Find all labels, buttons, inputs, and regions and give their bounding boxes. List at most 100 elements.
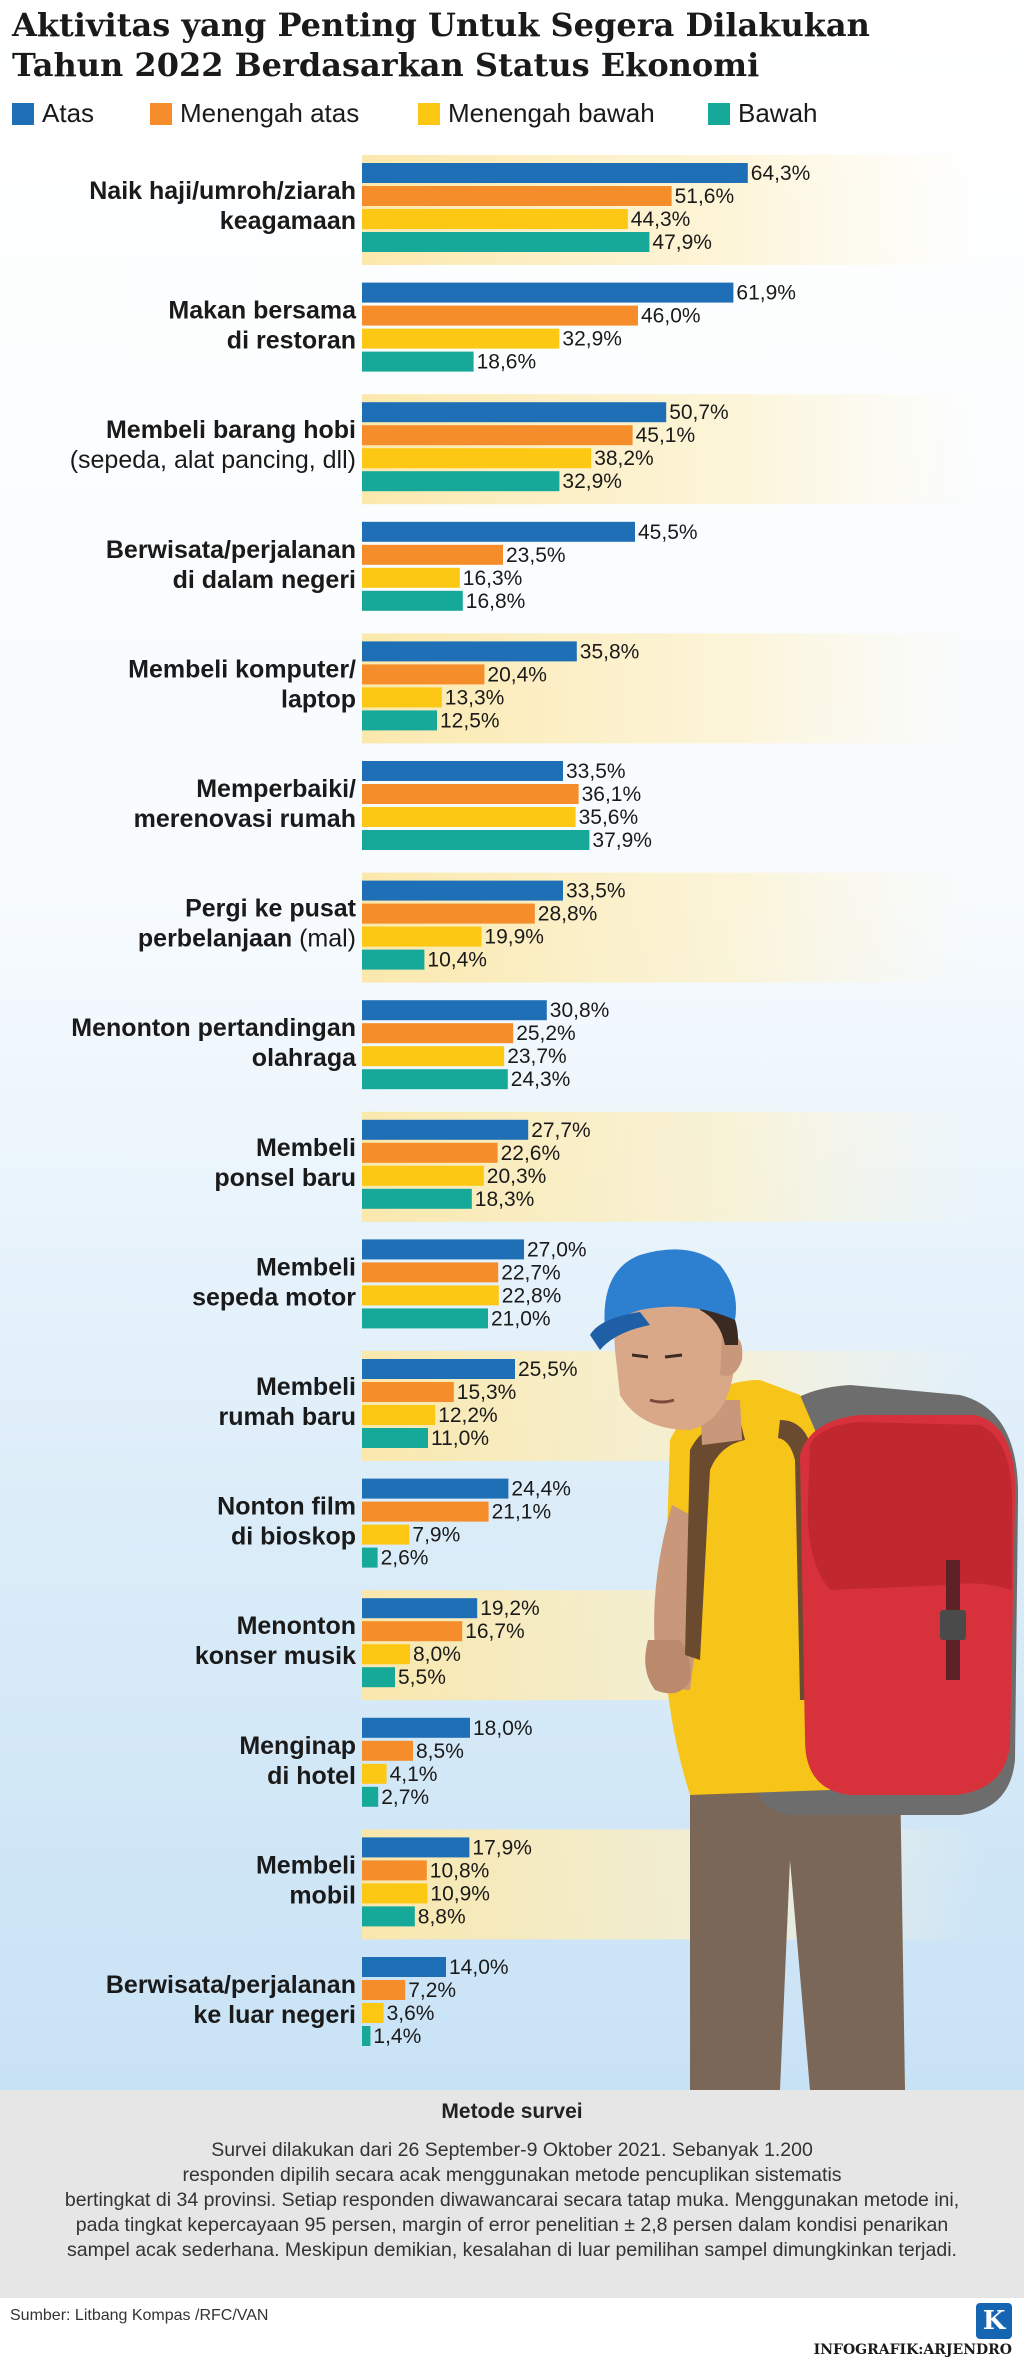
survey-method-line-1: Survei dilakukan dari 26 September-9 Okt… [211,2139,813,2161]
value-label-menonton-pertandingan-olahraga-bawah: 24,3% [511,1068,571,1091]
value-label-naik-haji-umroh-ziarah-keagamaan-atas: 64,3% [751,162,811,185]
value-label-berwisata-perjalanan-di-dalam-negeri-bawah: 16,8% [466,590,526,613]
value-label-membeli-komputer-laptop-menengah-atas: 20,4% [487,663,547,686]
bar-berwisata-perjalanan-di-dalam-negeri-menengah-bawah [362,567,460,588]
bar-menonton-konser-musik-menengah-atas [362,1621,463,1642]
value-label-membeli-mobil-menengah-bawah: 10,9% [430,1882,490,1905]
value-label-menonton-konser-musik-bawah: 5,5% [398,1666,446,1689]
infographic-credit: INFOGRAFIK:ARJENDRO [813,2342,1012,2358]
value-label-membeli-sepeda-motor-atas: 27,0% [527,1238,587,1261]
legend: Atas Menengah atas Menengah bawah Bawah [12,98,1012,138]
value-label-menonton-konser-musik-atas: 19,2% [480,1597,540,1620]
bar-membeli-ponsel-baru-menengah-atas [362,1142,498,1163]
value-label-membeli-komputer-laptop-atas: 35,8% [580,640,640,663]
value-label-naik-haji-umroh-ziarah-keagamaan-menengah-bawah: 44,3% [631,208,691,231]
value-label-memperbaiki-merenovasi-rumah-menengah-bawah: 35,6% [579,806,639,829]
category-label-menonton-pertandingan-olahraga-line-2: olahraga [252,1044,357,1072]
legend-label-atas: Atas [42,98,95,128]
bar-berwisata-perjalanan-ke-luar-negeri-bawah [362,2026,371,2046]
bar-menonton-konser-musik-bawah [362,1667,395,1688]
value-label-nonton-film-di-bioskop-menengah-atas: 21,1% [492,1501,552,1524]
survey-method-text: Survei dilakukan dari 26 September-9 Okt… [20,2138,1004,2263]
bar-menonton-konser-musik-atas [362,1598,478,1619]
value-label-menonton-pertandingan-olahraga-atas: 30,8% [550,999,610,1022]
eye-left [631,1353,649,1359]
value-label-membeli-mobil-bawah: 8,8% [418,1905,466,1928]
legend-item-menengah-atas: Menengah atas [150,98,359,129]
bar-membeli-ponsel-baru-menengah-bawah [362,1165,484,1186]
source-note: Sumber: Litbang Kompas /RFC/VAN [10,2307,269,2324]
value-label-menginap-di-hotel-atas: 18,0% [473,1717,533,1740]
category-label-menginap-di-hotel-line-2: di hotel [267,1762,356,1790]
category-label-makan-bersama-di-restoran-line-2: di restoran [227,327,356,355]
bar-membeli-sepeda-motor-menengah-bawah [362,1285,499,1306]
bar-membeli-komputer-laptop-menengah-atas [362,664,485,685]
value-label-membeli-sepeda-motor-menengah-atas: 22,7% [501,1261,561,1284]
bar-nonton-film-di-bioskop-menengah-bawah [362,1524,410,1545]
bar-pergi-ke-pusat-perbelanjaan-mal-atas [362,880,563,901]
survey-method-line-5: sampel acak sederhana. Meskipun demikian… [67,2239,957,2261]
bar-berwisata-perjalanan-di-dalam-negeri-bawah [362,590,463,611]
survey-method-line-2: responden dipilih secara acak menggunaka… [182,2164,842,2186]
bar-chart: 64,3% 51,6%44,3%47,9% 61,9% 46,0% 32,9% 18,6%… [70,155,1019,2090]
value-label-membeli-komputer-laptop-bawah: 12,5% [440,709,500,732]
category-label-membeli-ponsel-baru-line-1: Membeli [256,1134,356,1162]
bar-makan-bersama-di-restoran-atas [362,282,734,303]
bar-membeli-mobil-bawah [362,1906,415,1927]
bar-membeli-mobil-menengah-bawah [362,1883,428,1904]
value-label-pergi-ke-pusat-perbelanjaan-mal-bawah: 10,4% [427,949,487,972]
value-label-membeli-barang-hobi-sepeda-alat-pancing-dll-atas: 50,7% [669,401,729,424]
value-label-berwisata-perjalanan-di-dalam-negeri-menengah-bawah: 16,3% [463,567,523,590]
value-label-nonton-film-di-bioskop-atas: 24,4% [511,1478,571,1501]
legend-label-menengah-bawah: Menengah bawah [448,98,655,128]
backpack-top-flap [807,1422,1012,1590]
value-label-membeli-mobil-menengah-atas: 10,8% [430,1859,490,1882]
value-label-pergi-ke-pusat-perbelanjaan-mal-atas: 33,5% [566,880,626,903]
category-label-membeli-sepeda-motor-line-1: Membeli [256,1253,356,1281]
legend-swatch-menengah-bawah [418,102,440,125]
bar-membeli-rumah-baru-atas [362,1359,515,1379]
hand [645,1640,691,1694]
category-label-menginap-di-hotel-line-1: Menginap [239,1732,356,1760]
category-label-berwisata-perjalanan-ke-luar-negeri-line-1: Berwisata/perjalanan [106,1971,356,1999]
bar-berwisata-perjalanan-di-dalam-negeri-menengah-atas [362,544,503,565]
bar-makan-bersama-di-restoran-menengah-atas [362,305,638,326]
bar-membeli-sepeda-motor-bawah [362,1308,488,1329]
survey-method-line-3: bertingkat di 34 provinsi. Setiap respon… [64,2189,960,2211]
bar-pergi-ke-pusat-perbelanjaan-mal-bawah [362,949,425,970]
value-label-makan-bersama-di-restoran-atas: 61,9% [736,282,796,305]
value-label-menonton-konser-musik-menengah-atas: 16,7% [465,1620,525,1643]
value-label-makan-bersama-di-restoran-menengah-atas: 46,0% [641,305,701,328]
category-label-naik-haji-umroh-ziarah-keagamaan-line-2: keagamaan [220,207,356,235]
category-label-membeli-sepeda-motor-line-2: sepeda motor [192,1283,356,1311]
category-label-membeli-barang-hobi-sepeda-alat-pancing-dll-line-2: (sepeda, alat pancing, dll) [70,446,356,474]
bar-membeli-rumah-baru-menengah-atas [362,1382,454,1402]
bar-membeli-komputer-laptop-menengah-bawah [362,687,442,708]
value-label-berwisata-perjalanan-ke-luar-negeri-atas: 14,0% [449,1956,509,1979]
chart-title-line-2: Tahun 2022 Berdasarkan Status Ekonomi [12,46,760,84]
category-label-menonton-konser-musik-line-2: konser musik [195,1642,356,1670]
bar-makan-bersama-di-restoran-bawah [362,351,474,372]
bar-memperbaiki-merenovasi-rumah-bawah [362,830,590,850]
value-label-membeli-sepeda-motor-bawah: 21,0% [491,1307,551,1330]
value-label-berwisata-perjalanan-ke-luar-negeri-menengah-atas: 7,2% [408,1979,456,2002]
bar-berwisata-perjalanan-ke-luar-negeri-menengah-bawah [362,2003,384,2023]
legend-swatch-atas [12,102,34,125]
legend-label-menengah-atas: Menengah atas [180,98,360,128]
value-label-membeli-komputer-laptop-menengah-bawah: 13,3% [445,686,505,709]
value-label-membeli-sepeda-motor-menengah-bawah: 22,8% [502,1284,562,1307]
value-label-membeli-barang-hobi-sepeda-alat-pancing-dll-menengah-bawah: 38,2% [594,447,654,470]
bar-menonton-pertandingan-olahraga-menengah-atas [362,1023,514,1044]
bar-pergi-ke-pusat-perbelanjaan-mal-menengah-atas [362,903,535,924]
survey-method-line-4: pada tingkat kepercayaan 95 persen, marg… [75,2214,949,2236]
value-label-membeli-rumah-baru-atas: 25,5% [518,1358,578,1381]
value-label-membeli-rumah-baru-bawah: 11,0% [431,1427,489,1450]
category-label-pergi-ke-pusat-perbelanjaan-mal-line-2: perbelanjaan (mal) [138,925,356,953]
category-label-membeli-ponsel-baru-line-2: ponsel baru [214,1164,356,1192]
value-label-makan-bersama-di-restoran-menengah-bawah: 32,9% [562,328,622,351]
bar-memperbaiki-merenovasi-rumah-menengah-bawah [362,807,576,827]
survey-method-title: Metode survei [441,2100,583,2123]
bar-menonton-konser-musik-menengah-bawah [362,1644,410,1665]
value-label-membeli-rumah-baru-menengah-bawah: 12,2% [438,1404,498,1427]
legend-swatch-menengah-atas [150,102,172,125]
